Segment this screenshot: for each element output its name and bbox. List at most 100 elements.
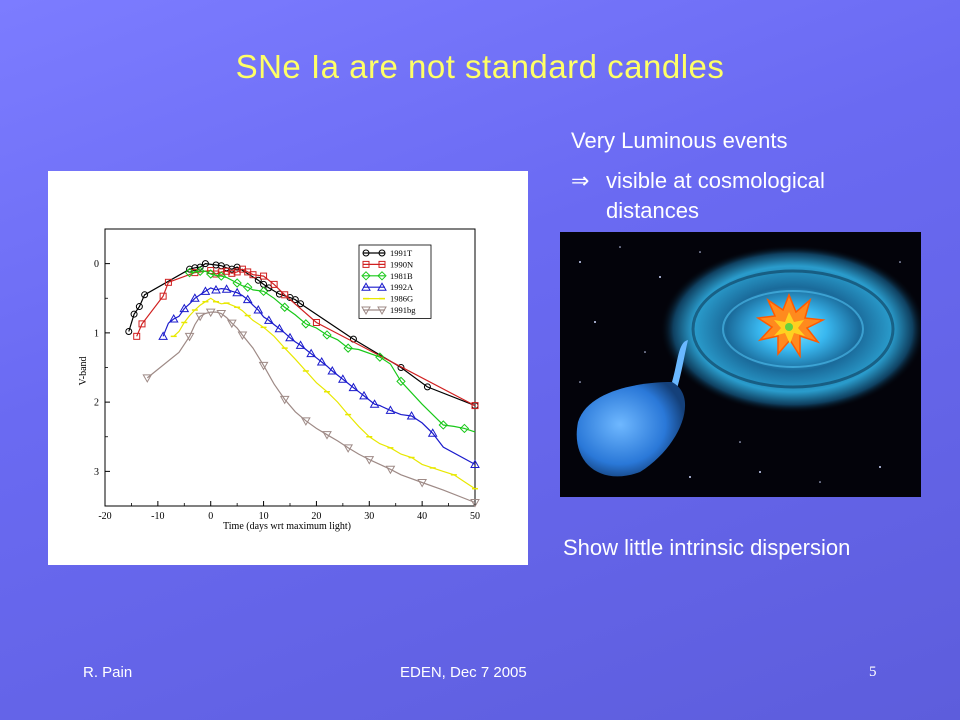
data-point-1981B bbox=[206, 269, 216, 279]
legend-marker-1991bg bbox=[377, 306, 387, 316]
series-line-1992A bbox=[162, 287, 476, 465]
data-point-1992A bbox=[232, 287, 243, 297]
x-axis-label: Time (days wrt maximum light) bbox=[223, 521, 351, 532]
data-point-1992A bbox=[242, 294, 253, 304]
y-tick-label: 0 bbox=[94, 259, 99, 270]
legend-label-1991bg: 1991bg bbox=[390, 305, 416, 315]
data-point-1991T bbox=[130, 310, 138, 318]
legend-label-1990N: 1990N bbox=[390, 259, 413, 269]
data-point-1991bg bbox=[322, 431, 332, 440]
data-point-1991bg bbox=[184, 332, 195, 342]
y-axis-label: V-band bbox=[78, 356, 89, 385]
x-tick-label: 30 bbox=[364, 511, 374, 522]
data-point-1981B bbox=[396, 376, 406, 387]
legend-label-1991T: 1991T bbox=[390, 248, 413, 258]
data-point-1992A bbox=[274, 323, 285, 333]
x-tick-label: -10 bbox=[151, 511, 164, 522]
legend-marker-1991T bbox=[362, 249, 370, 257]
data-point-1991bg bbox=[205, 308, 216, 318]
data-point-1990N bbox=[260, 272, 268, 280]
data-point-1991bg bbox=[417, 478, 428, 488]
data-point-1981B bbox=[301, 319, 311, 329]
x-tick-label: 50 bbox=[470, 511, 480, 522]
data-point-1990N bbox=[312, 318, 320, 326]
data-point-1992A bbox=[327, 365, 338, 375]
data-point-1981B bbox=[232, 278, 242, 288]
data-point-1990N bbox=[270, 280, 278, 288]
data-point-1990N bbox=[217, 268, 225, 276]
data-point-1992A bbox=[295, 340, 306, 349]
footer-page-number: 5 bbox=[869, 664, 877, 680]
y-tick-label: 3 bbox=[94, 467, 99, 478]
data-point-1992A bbox=[189, 293, 200, 302]
data-point-1990N bbox=[471, 402, 479, 410]
data-point-1991T bbox=[196, 263, 204, 271]
legend-marker-1981B bbox=[377, 271, 387, 281]
data-point-1992A bbox=[158, 331, 169, 340]
data-point-1990N bbox=[159, 292, 167, 300]
data-point-1990N bbox=[133, 332, 141, 340]
data-point-1981B bbox=[258, 286, 269, 297]
data-point-1990N bbox=[249, 271, 257, 279]
data-point-1990N bbox=[281, 291, 289, 299]
y-tick-label: 2 bbox=[94, 398, 99, 409]
series-line-1990N bbox=[136, 268, 476, 407]
data-point-1981B bbox=[459, 423, 470, 434]
x-tick-label: 40 bbox=[417, 511, 427, 522]
data-point-1990N bbox=[164, 278, 172, 286]
legend-box bbox=[358, 244, 432, 319]
data-point-1992A bbox=[221, 284, 232, 293]
data-point-1991T bbox=[135, 303, 143, 311]
data-point-1992A bbox=[285, 332, 295, 342]
data-point-1991bg bbox=[226, 319, 237, 329]
footer-event: EDEN, Dec 7 2005 bbox=[400, 664, 527, 681]
legend-marker-1981B bbox=[361, 271, 371, 281]
data-point-1981B bbox=[184, 267, 195, 278]
legend-marker-1990N bbox=[378, 260, 386, 268]
data-point-1991T bbox=[212, 261, 220, 269]
data-point-1992A bbox=[211, 284, 221, 294]
data-point-1991T bbox=[291, 296, 299, 304]
data-point-1981B bbox=[216, 271, 226, 281]
binary-star-illustration bbox=[560, 232, 921, 497]
data-point-1992A bbox=[306, 348, 317, 358]
data-point-1992A bbox=[263, 315, 274, 324]
x-tick-label: -20 bbox=[98, 511, 111, 522]
legend-marker-1990N bbox=[362, 260, 370, 268]
series-line-1991bg bbox=[146, 311, 476, 504]
data-point-1981B bbox=[195, 266, 205, 276]
data-point-1991bg bbox=[385, 465, 396, 475]
data-point-1991T bbox=[201, 260, 209, 268]
mass-transfer-stream bbox=[672, 340, 688, 392]
data-point-1992A bbox=[179, 303, 190, 313]
data-point-1981B bbox=[243, 282, 253, 292]
data-point-1991T bbox=[233, 263, 241, 271]
data-point-1992A bbox=[337, 374, 348, 383]
data-point-1992A bbox=[406, 410, 417, 420]
data-point-1981B bbox=[375, 352, 385, 362]
data-point-1991T bbox=[297, 300, 305, 308]
data-point-1991T bbox=[397, 364, 405, 371]
legend-marker-1991T bbox=[378, 249, 386, 257]
data-point-1991T bbox=[423, 383, 431, 391]
data-point-1990N bbox=[228, 269, 236, 277]
data-point-1991bg bbox=[300, 417, 311, 426]
data-point-1991bg bbox=[279, 395, 290, 405]
data-point-1991bg bbox=[216, 309, 227, 319]
slide-title: SNe Ia are not standard candles bbox=[235, 48, 725, 85]
data-point-1992A bbox=[348, 382, 359, 392]
bullet-cosmological-text: visible at cosmological distances bbox=[606, 168, 825, 223]
legend-label-1992A: 1992A bbox=[390, 282, 414, 292]
data-point-1981B bbox=[280, 302, 290, 312]
data-point-1991T bbox=[275, 290, 283, 298]
data-point-1992A bbox=[427, 428, 438, 437]
donor-star bbox=[576, 382, 686, 477]
data-point-1991T bbox=[125, 327, 133, 335]
x-tick-label: 20 bbox=[311, 511, 321, 522]
data-point-1990N bbox=[138, 320, 146, 328]
data-point-1991bg bbox=[470, 499, 480, 508]
data-point-1991bg bbox=[237, 331, 248, 340]
data-point-1981B bbox=[343, 343, 353, 353]
data-point-1992A bbox=[359, 390, 369, 400]
